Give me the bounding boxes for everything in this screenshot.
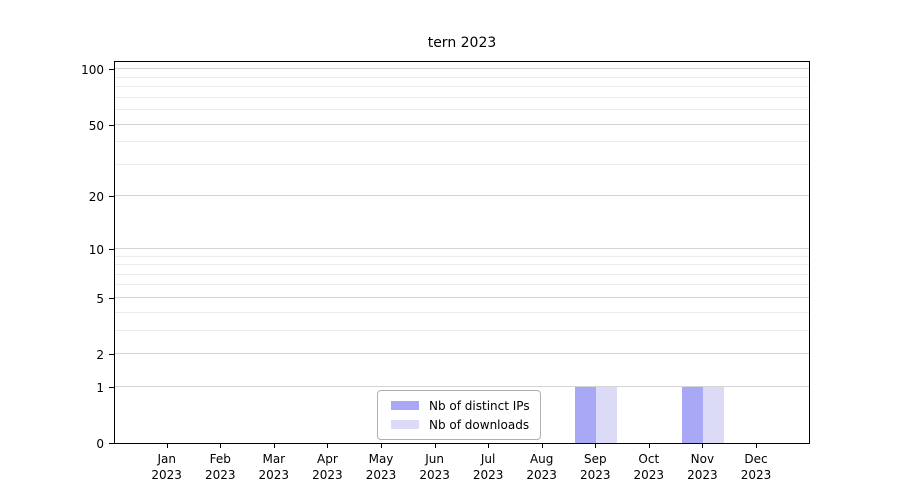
legend-swatch-downloads [391,420,419,429]
minor-gridline [115,264,809,265]
legend-swatch-distinct-ips [391,401,419,410]
minor-gridline [115,273,809,275]
minor-gridline [115,141,809,143]
legend-entry-distinct-ips: Nb of distinct IPs [386,396,532,415]
y-tick-label: 50 [88,118,104,133]
x-tick-label: Oct 2023 [633,452,665,482]
x-tick-mark [702,444,704,448]
bar-downloads [703,386,725,443]
y-tick-label: 10 [88,242,104,257]
chart-title: tern 2023 [427,35,497,51]
x-tick-label: Dec 2023 [740,452,772,482]
y-tick-mark [109,196,114,198]
legend-entry-downloads: Nb of downloads [386,415,532,434]
x-tick-label: Feb 2023 [205,452,236,482]
x-tick-mark [541,444,543,448]
x-tick-mark [327,444,329,448]
x-tick-label: Apr 2023 [312,452,343,482]
x-tick-mark [166,444,168,448]
x-tick-mark [488,444,490,448]
minor-gridline [115,163,809,165]
y-tick-mark [109,69,114,71]
x-tick-label: Nov 2023 [687,452,718,482]
x-tick-label: Sep 2023 [580,452,611,482]
x-tick-label: May 2023 [365,452,397,482]
x-tick-label: Jan 2023 [151,452,182,482]
y-tick-label: 2 [96,348,104,362]
y-tick-mark [109,443,114,444]
y-tick-mark [109,248,114,250]
minor-gridline [115,96,809,98]
plot-area [114,61,810,444]
x-tick-mark [381,444,382,448]
major-gridline [115,296,809,298]
major-gridline [115,195,809,197]
legend: Nb of distinct IPs Nb of downloads [377,390,541,440]
legend-label-downloads: Nb of downloads [429,417,530,432]
x-tick-mark [595,444,597,448]
bar-downloads [596,386,618,443]
y-tick-mark [109,354,114,355]
bar-distinct-ips [575,386,597,443]
y-tick-label: 1 [96,380,104,395]
major-gridline [115,353,809,354]
x-tick-label: Jun 2023 [419,452,450,482]
bar-distinct-ips [682,386,704,443]
major-gridline [115,123,809,125]
minor-gridline [115,76,809,78]
y-tick-mark [109,124,114,126]
x-tick-label: Mar 2023 [258,452,290,482]
minor-gridline [115,311,809,313]
x-tick-mark [434,444,436,448]
major-gridline [115,385,809,387]
x-tick-mark [648,444,650,448]
y-tick-label: 0 [96,437,104,451]
minor-gridline [115,284,809,286]
major-gridline [115,68,809,70]
major-gridline [115,247,809,249]
y-tick-mark [109,386,114,388]
y-tick-label: 100 [81,63,104,78]
legend-label-distinct-ips: Nb of distinct IPs [429,398,530,413]
x-tick-mark [220,444,222,448]
x-tick-label: Aug 2023 [526,452,557,482]
minor-gridline [115,329,809,331]
x-tick-label: Jul 2023 [472,452,504,482]
y-tick-label: 20 [88,190,104,205]
x-tick-mark [273,444,275,448]
y-tick-label: 5 [96,291,104,306]
minor-gridline [115,255,809,257]
x-tick-mark [756,444,757,448]
y-tick-mark [109,297,114,299]
minor-gridline [115,86,809,87]
minor-gridline [115,108,809,110]
